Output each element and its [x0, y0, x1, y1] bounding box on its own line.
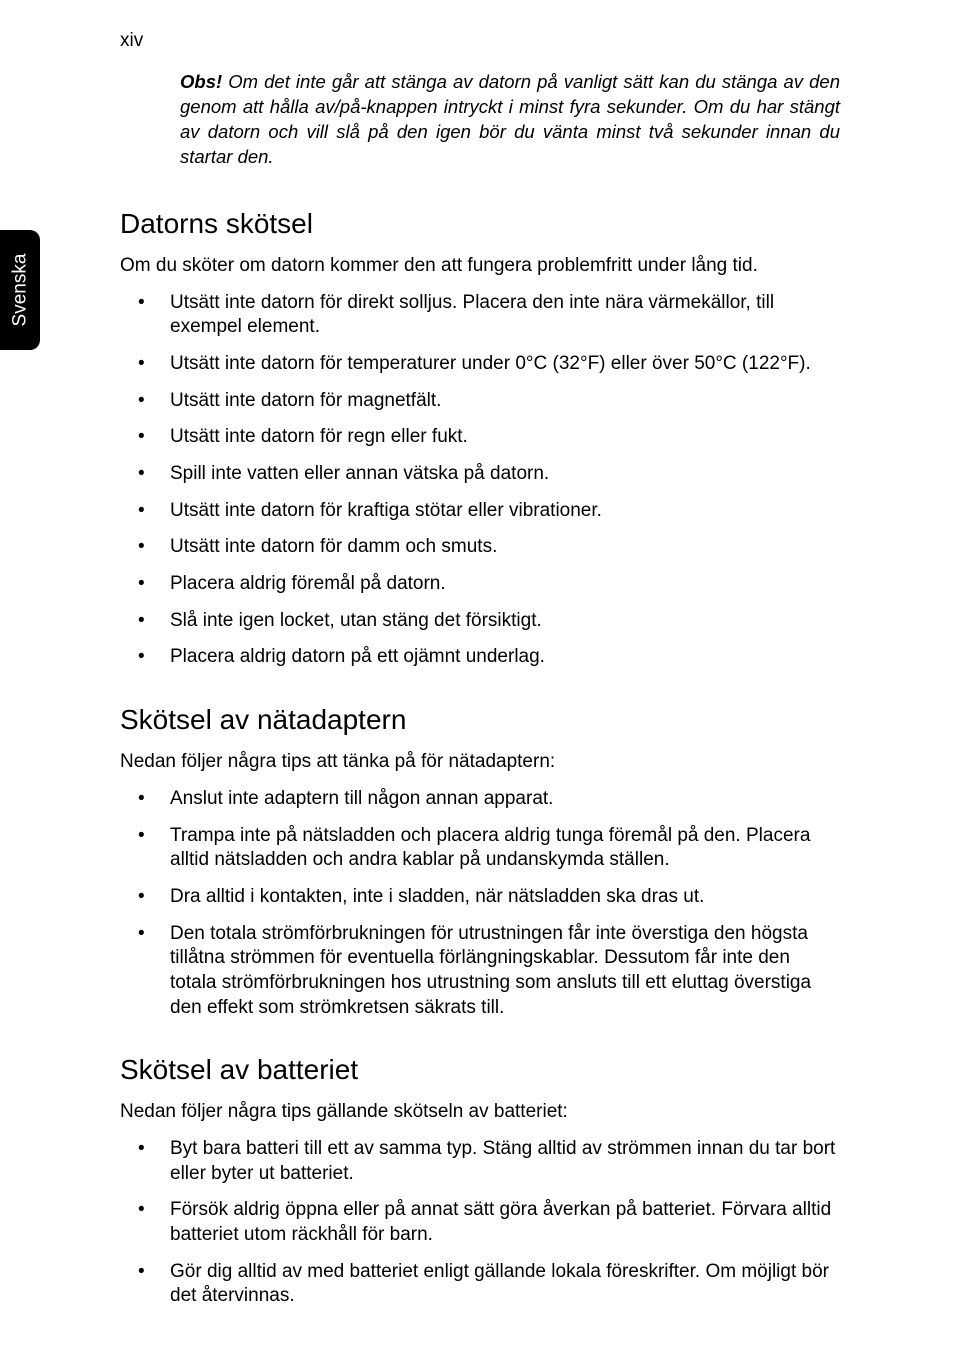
note-text: Om det inte går att stänga av datorn på …	[180, 71, 840, 167]
list-s1: Utsätt inte datorn för direkt solljus. P…	[120, 291, 840, 671]
list-item: Den totala strömförbrukningen för utrust…	[120, 922, 840, 1021]
list-item: Trampa inte på nätsladden och placera al…	[120, 824, 840, 873]
list-item: Placera aldrig datorn på ett ojämnt unde…	[120, 645, 840, 670]
list-item: Dra alltid i kontakten, inte i sladden, …	[120, 885, 840, 910]
language-side-tab: Svenska	[0, 230, 40, 350]
list-item: Byt bara batteri till ett av samma typ. …	[120, 1137, 840, 1186]
intro-s3: Nedan följer några tips gällande skötsel…	[120, 1100, 840, 1125]
page-content: Obs! Om det inte går att stänga av dator…	[120, 70, 840, 1343]
intro-s1: Om du sköter om datorn kommer den att fu…	[120, 254, 840, 279]
intro-s2: Nedan följer några tips att tänka på för…	[120, 750, 840, 775]
list-s2: Anslut inte adaptern till någon annan ap…	[120, 787, 840, 1021]
heading-s3: Skötsel av batteriet	[120, 1054, 840, 1086]
heading-s2: Skötsel av nätadaptern	[120, 704, 840, 736]
list-item: Utsätt inte datorn för direkt solljus. P…	[120, 291, 840, 340]
note-block: Obs! Om det inte går att stänga av dator…	[120, 70, 840, 170]
heading-s1: Datorns skötsel	[120, 208, 840, 240]
list-item: Gör dig alltid av med batteriet enligt g…	[120, 1260, 840, 1309]
list-item: Anslut inte adaptern till någon annan ap…	[120, 787, 840, 812]
page-number: xiv	[120, 30, 143, 52]
list-item: Utsätt inte datorn för temperaturer unde…	[120, 352, 840, 377]
list-item: Utsätt inte datorn för damm och smuts.	[120, 535, 840, 560]
list-item: Slå inte igen locket, utan stäng det för…	[120, 609, 840, 634]
section-datorns-skotsel: Datorns skötsel Om du sköter om datorn k…	[120, 208, 840, 670]
list-item: Utsätt inte datorn för regn eller fukt.	[120, 425, 840, 450]
section-natadaptern: Skötsel av nätadaptern Nedan följer någr…	[120, 704, 840, 1020]
list-item: Spill inte vatten eller annan vätska på …	[120, 462, 840, 487]
list-item: Utsätt inte datorn för magnetfält.	[120, 389, 840, 414]
list-item: Utsätt inte datorn för kraftiga stötar e…	[120, 499, 840, 524]
note-label: Obs!	[180, 71, 222, 92]
list-item: Placera aldrig föremål på datorn.	[120, 572, 840, 597]
section-batteriet: Skötsel av batteriet Nedan följer några …	[120, 1054, 840, 1309]
list-item: Försök aldrig öppna eller på annat sätt …	[120, 1198, 840, 1247]
language-side-tab-label: Svenska	[9, 254, 31, 327]
list-s3: Byt bara batteri till ett av samma typ. …	[120, 1137, 840, 1309]
